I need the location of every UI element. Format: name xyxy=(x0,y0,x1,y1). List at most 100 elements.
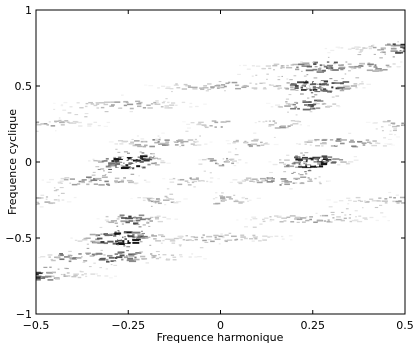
heatmap-cell xyxy=(103,242,108,245)
heatmap-cell xyxy=(176,87,181,89)
heatmap-cell xyxy=(368,45,373,48)
heatmap-cell xyxy=(219,86,225,89)
heatmap-speck xyxy=(141,166,143,168)
heatmap-cell xyxy=(69,106,73,108)
heatmap-cell xyxy=(238,202,243,204)
heatmap-cell xyxy=(105,258,109,261)
heatmap-cell xyxy=(174,144,179,146)
heatmap-cell xyxy=(316,71,325,73)
heatmap-cell xyxy=(362,87,366,89)
heatmap-cell xyxy=(198,163,203,165)
heatmap-cell xyxy=(265,142,268,144)
heatmap-cell xyxy=(121,258,124,261)
heatmap-cell xyxy=(226,196,232,198)
heatmap-highlight xyxy=(117,237,121,240)
heatmap-cell xyxy=(206,180,209,183)
heatmap-cell xyxy=(366,141,371,144)
heatmap-cell xyxy=(357,199,361,202)
heatmap-cell xyxy=(220,121,227,123)
heatmap-speck xyxy=(327,68,332,70)
heatmap-cell xyxy=(284,87,289,89)
heatmap-speck xyxy=(118,251,123,253)
heatmap-speck xyxy=(56,257,60,259)
heatmap-speck xyxy=(55,189,59,191)
heatmap-cell xyxy=(309,218,313,221)
heatmap-cell xyxy=(226,239,233,241)
heatmap-speck xyxy=(117,107,121,109)
heatmap-cell xyxy=(190,178,196,181)
heatmap-cell xyxy=(396,65,401,68)
heatmap-cell xyxy=(123,104,128,107)
heatmap-cell xyxy=(41,179,45,181)
heatmap-cell xyxy=(57,181,62,184)
heatmap-cell xyxy=(280,66,285,69)
heatmap-cell xyxy=(278,106,283,108)
heatmap-speck xyxy=(162,254,167,256)
heatmap-speck xyxy=(314,94,318,96)
heatmap-cell xyxy=(338,159,344,161)
heatmap-cell xyxy=(103,101,111,103)
heatmap-highlight xyxy=(300,162,304,165)
heatmap-cell xyxy=(63,178,69,181)
heatmap-speck xyxy=(219,195,224,197)
heatmap-cell xyxy=(347,199,352,202)
heatmap-cell xyxy=(280,67,283,69)
heatmap-cell xyxy=(355,86,358,89)
heatmap-speck xyxy=(298,160,302,162)
heatmap-speck xyxy=(127,152,130,154)
heatmap-cell xyxy=(74,239,78,242)
heatmap-speck xyxy=(158,254,160,256)
heatmap-cell xyxy=(46,124,49,126)
heatmap-speck xyxy=(157,135,160,137)
heatmap-cell xyxy=(276,216,282,218)
heatmap-cell xyxy=(306,141,313,143)
heatmap-speck xyxy=(57,268,60,270)
heatmap-speck xyxy=(161,132,165,134)
heatmap-cell xyxy=(297,158,305,161)
heatmap-speck xyxy=(107,171,112,173)
heatmap-cell xyxy=(393,197,396,199)
heatmap-speck xyxy=(40,194,45,196)
heatmap-cell xyxy=(40,197,44,199)
heatmap-cell xyxy=(340,88,344,90)
heatmap-cell xyxy=(266,181,273,183)
heatmap-cell xyxy=(86,183,90,186)
heatmap-speck xyxy=(216,163,220,165)
heatmap-cell xyxy=(369,142,373,145)
heatmap-cell xyxy=(71,275,77,278)
heatmap-highlight xyxy=(121,156,125,159)
heatmap-speck xyxy=(128,163,132,165)
heatmap-cell xyxy=(295,68,300,71)
heatmap-speck xyxy=(349,214,352,216)
heatmap-cell xyxy=(87,125,92,127)
heatmap-cell xyxy=(126,259,135,262)
heatmap-cell xyxy=(231,81,238,84)
heatmap-cell xyxy=(197,123,202,125)
heatmap-cell xyxy=(177,179,182,181)
heatmap-cell xyxy=(172,256,177,258)
heatmap-cell xyxy=(97,237,103,240)
heatmap-cell xyxy=(322,69,326,72)
heatmap-cell xyxy=(141,237,149,239)
heatmap-cell xyxy=(150,157,156,160)
heatmap-cell xyxy=(214,162,218,165)
heatmap-cell xyxy=(141,158,146,161)
heatmap-cell xyxy=(175,83,178,85)
heatmap-speck xyxy=(244,141,248,143)
heatmap-speck xyxy=(300,61,303,63)
heatmap-speck xyxy=(266,78,268,80)
heatmap-speck xyxy=(266,73,269,75)
heatmap-cell xyxy=(256,181,263,184)
heatmap-speck xyxy=(383,48,386,50)
heatmap-cell xyxy=(108,256,115,259)
heatmap-speck xyxy=(191,253,194,255)
heatmap-cell xyxy=(371,144,378,147)
heatmap-cell xyxy=(386,66,390,68)
heatmap-speck xyxy=(387,138,392,140)
heatmap-speck xyxy=(129,167,134,169)
heatmap-cell xyxy=(355,48,359,50)
heatmap-cell xyxy=(289,215,296,217)
heatmap-speck xyxy=(133,220,136,222)
heatmap-cell xyxy=(151,254,157,257)
